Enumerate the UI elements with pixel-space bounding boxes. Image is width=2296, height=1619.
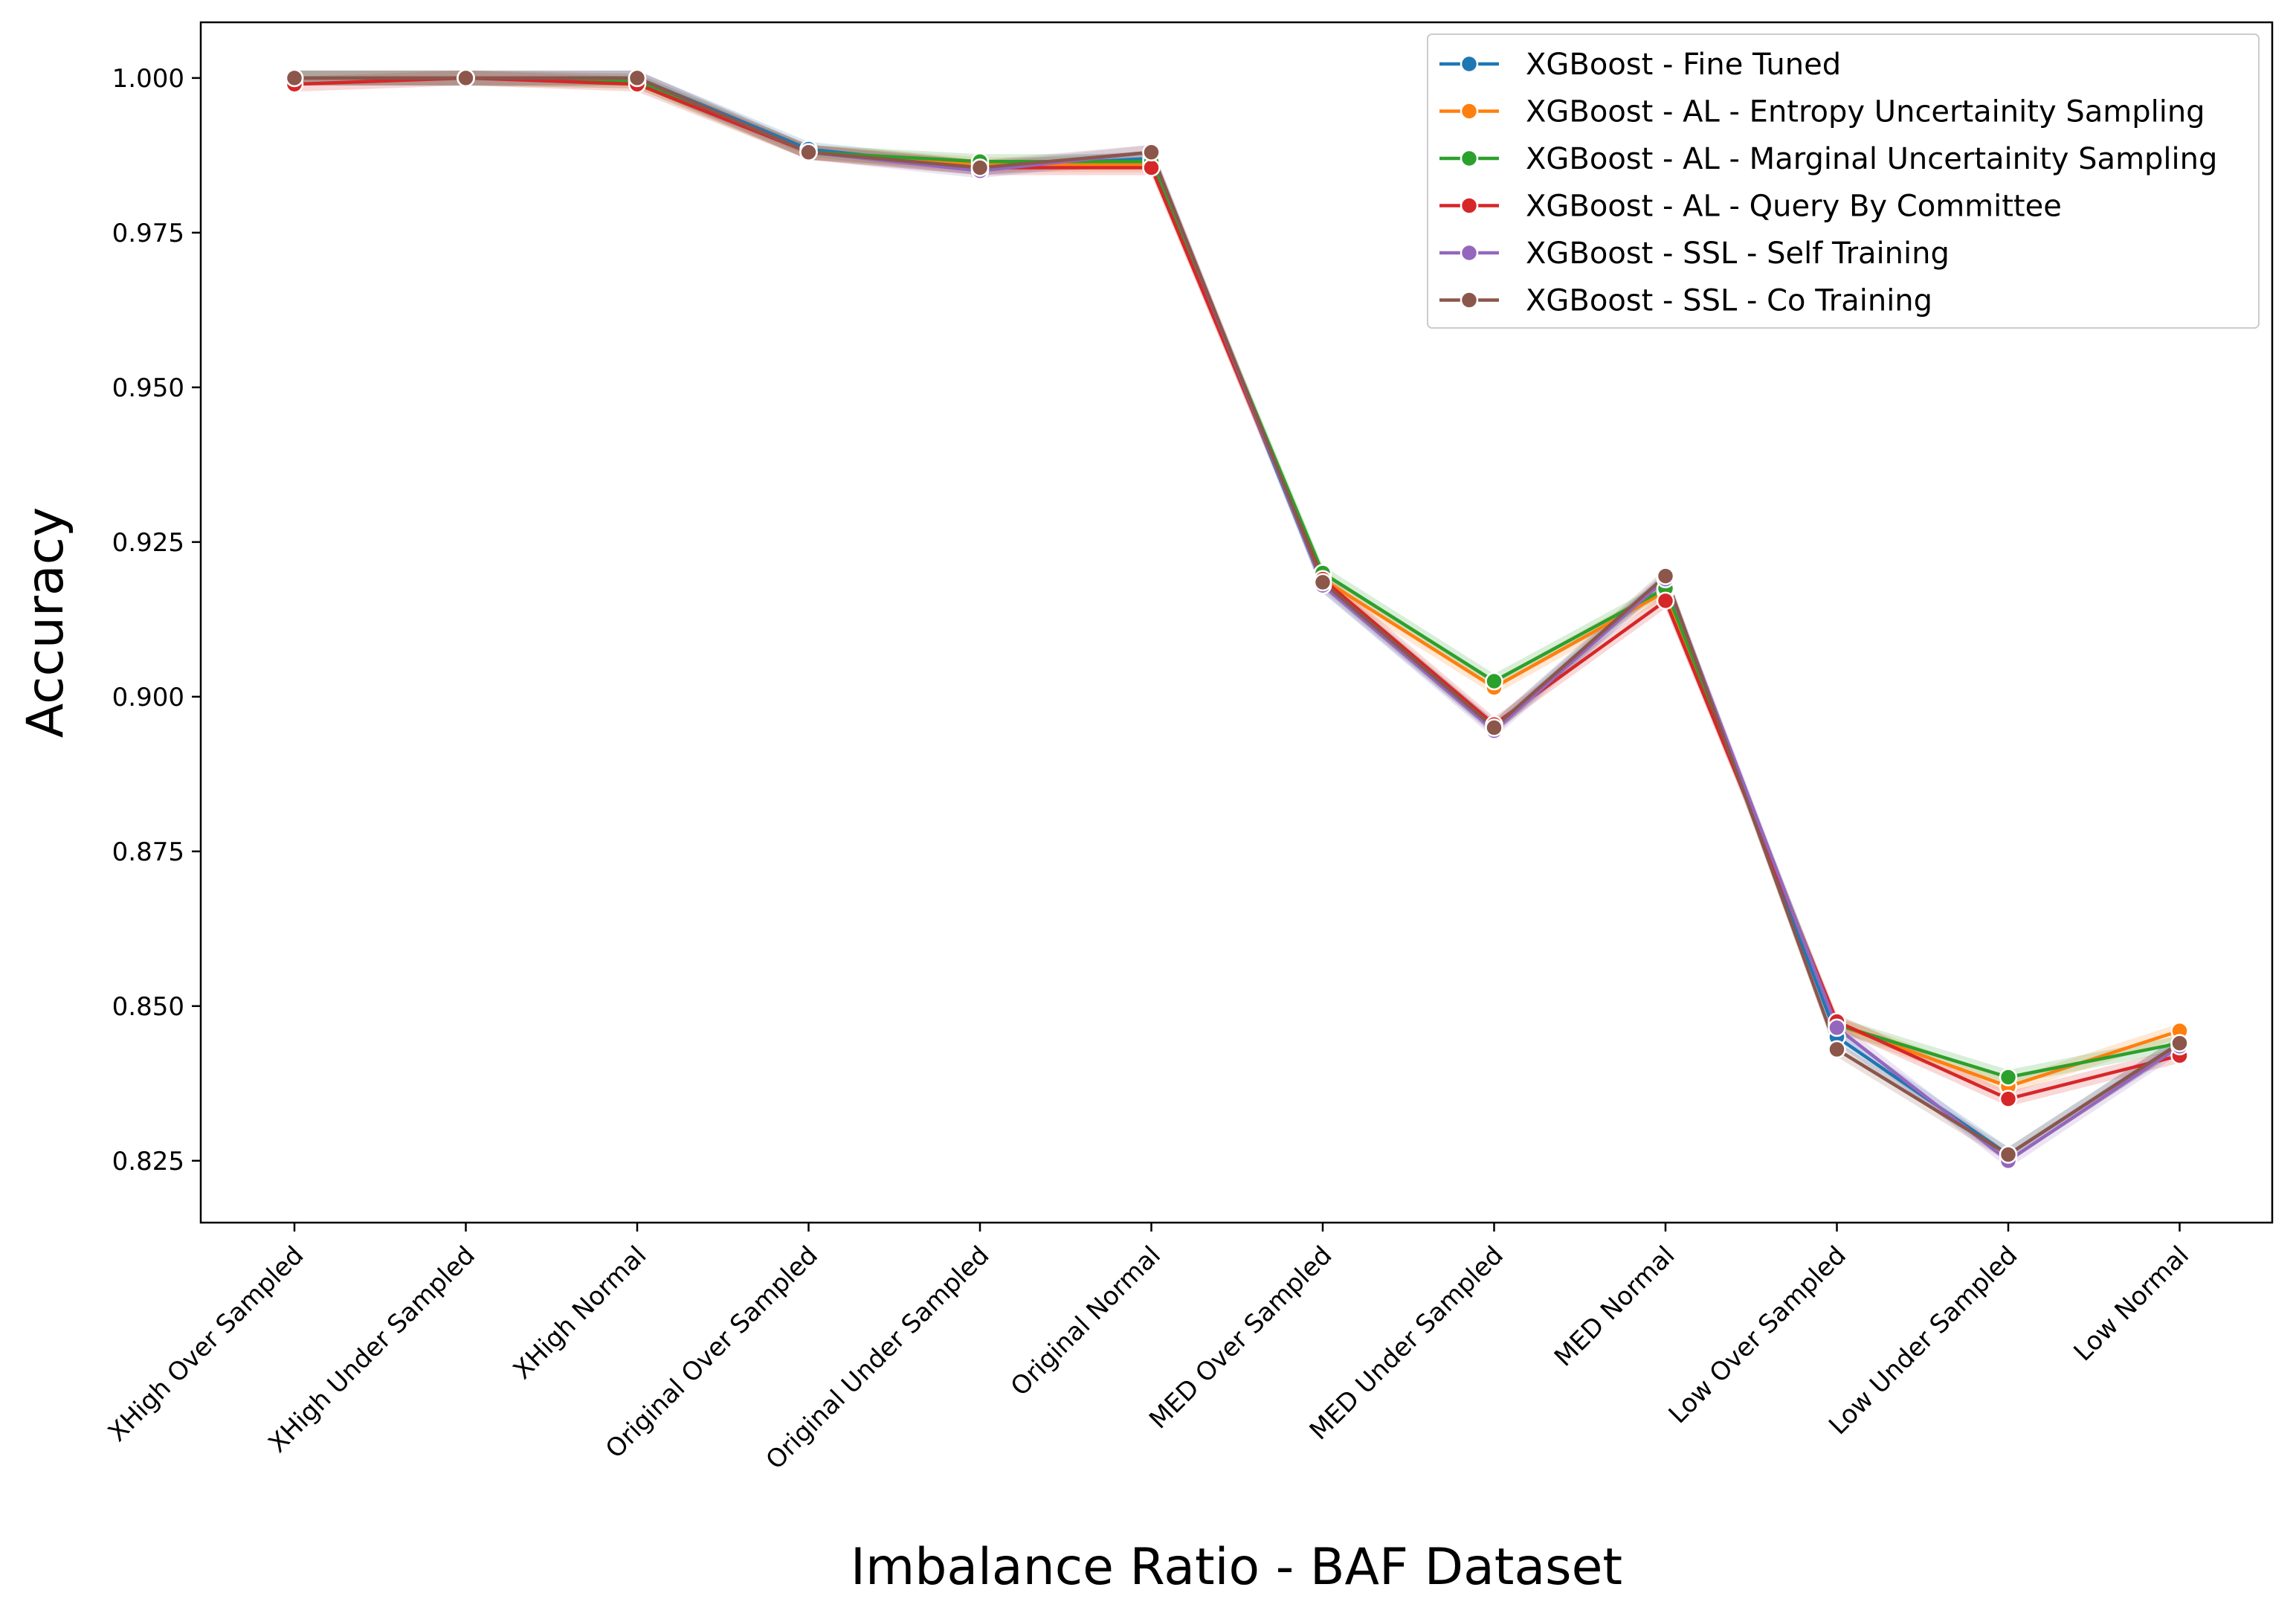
- legend-label: XGBoost - SSL - Co Training: [1526, 284, 1932, 318]
- data-point: [1142, 158, 1161, 177]
- data-point: [1656, 567, 1675, 585]
- legend-marker: [1460, 196, 1479, 215]
- x-axis-title: Imbalance Ratio - BAF Dataset: [851, 1538, 1622, 1597]
- data-point: [457, 68, 475, 88]
- legend-marker: [1460, 291, 1479, 309]
- legend-label: XGBoost - SSL - Self Training: [1526, 236, 1950, 271]
- y-axis-title: Accuracy: [16, 507, 75, 738]
- data-point: [1828, 1040, 1846, 1059]
- legend-box: [1427, 33, 2260, 329]
- y-tick-label: 0.950: [112, 373, 184, 403]
- y-tick-label: 0.900: [112, 683, 184, 712]
- series-line: [294, 76, 2181, 1101]
- data-point: [1142, 143, 1161, 161]
- legend-marker: [1460, 54, 1479, 74]
- legend-label: XGBoost - Fine Tuned: [1526, 48, 1841, 82]
- data-point: [1313, 573, 1332, 592]
- legend-marker: [1460, 102, 1479, 120]
- y-tick-label: 0.925: [112, 528, 184, 558]
- data-point: [970, 158, 990, 177]
- data-point: [1828, 1018, 1846, 1037]
- y-tick-label: 0.975: [112, 219, 184, 248]
- legend-label: XGBoost - AL - Query By Committee: [1526, 190, 2062, 224]
- data-point: [1999, 1068, 2018, 1087]
- legend: XGBoost - Fine Tuned XGBoost - AL - Entro…: [1427, 33, 2260, 329]
- data-point: [799, 143, 818, 161]
- data-point: [1999, 1089, 2018, 1108]
- legend-marker: [1460, 243, 1479, 263]
- data-point: [2170, 1034, 2189, 1052]
- data-point: [1656, 591, 1675, 611]
- plot-frame: [199, 21, 2274, 1224]
- data-point: [1485, 718, 1503, 737]
- y-tick-label: 0.875: [112, 837, 184, 867]
- data-point: [285, 68, 304, 88]
- series-lines: [294, 76, 2181, 1163]
- data-point: [1999, 1145, 2018, 1164]
- legend-label: XGBoost - AL - Marginal Uncertainity Sam…: [1526, 142, 2217, 176]
- y-tick-label: 0.850: [112, 992, 184, 1022]
- data-point: [628, 68, 647, 88]
- series-line: [294, 76, 2181, 1156]
- series-points: [285, 68, 2189, 1171]
- legend-marker: [1460, 149, 1479, 168]
- data-point: [1485, 672, 1503, 691]
- y-tick-label: 1.000: [112, 64, 184, 94]
- legend-label: XGBoost - AL - Entropy Uncertainity Samp…: [1526, 95, 2205, 129]
- y-axis: 0.825 0.850 0.875 0.900 0.925 0.950 0.975 1.000: [112, 64, 201, 1177]
- y-tick-label: 0.825: [112, 1147, 184, 1177]
